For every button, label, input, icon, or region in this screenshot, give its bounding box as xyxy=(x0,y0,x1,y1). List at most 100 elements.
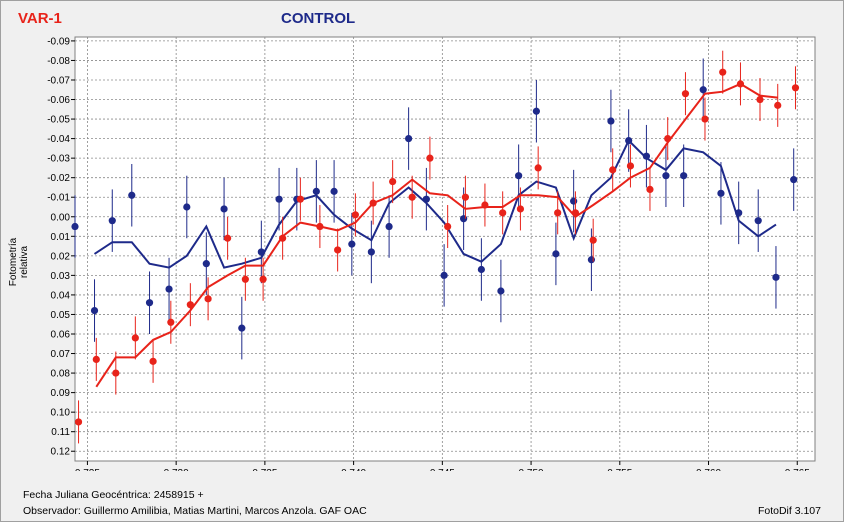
var-data-point xyxy=(131,334,139,342)
var-data-point xyxy=(259,275,267,283)
var-data-point xyxy=(626,162,635,170)
var-data-point xyxy=(609,166,617,174)
var-series xyxy=(74,50,800,444)
control-data-point xyxy=(625,136,633,145)
var-data-point xyxy=(92,355,100,363)
control-data-point xyxy=(642,152,651,160)
control-data-point xyxy=(570,197,578,205)
control-data-point xyxy=(71,222,79,231)
x-tick-label: 0.740 xyxy=(341,468,366,471)
var-data-point xyxy=(499,209,507,217)
y-tick-label: 0.11 xyxy=(51,427,70,438)
x-tick-label: 0.760 xyxy=(696,468,721,471)
grid-lines xyxy=(71,37,815,465)
var-data-point xyxy=(646,185,654,194)
software-version-label: FotoDif 3.107 xyxy=(757,505,821,517)
var-trend-line xyxy=(95,82,778,388)
x-tick-labels: 0.725 0.730 0.735 0.740 0.745 0.750 0.755 0.760… xyxy=(75,468,810,471)
control-data-point xyxy=(312,187,320,195)
var-data-point xyxy=(516,205,525,213)
y-tick-label: -0.06 xyxy=(47,95,70,106)
control-data-point xyxy=(367,248,375,256)
var-data-point xyxy=(389,177,397,186)
y-tick-label: 0.10 xyxy=(51,408,71,419)
var-data-point xyxy=(279,234,287,242)
control-data-point xyxy=(257,248,265,256)
control-data-point xyxy=(607,117,615,125)
control-data-point xyxy=(202,260,210,268)
x-tick-label: 0.765 xyxy=(785,468,810,471)
var-data-point xyxy=(571,209,580,217)
control-data-point xyxy=(477,265,485,274)
control-data-point xyxy=(497,287,505,295)
var-data-point xyxy=(664,135,672,143)
y-tick-label: 0.09 xyxy=(51,388,71,399)
var-data-point xyxy=(791,84,800,92)
var-data-point xyxy=(461,193,470,201)
var-data-point xyxy=(554,209,562,217)
control-data-point xyxy=(405,135,413,143)
var-data-point xyxy=(74,418,83,426)
control-data-point xyxy=(348,240,356,248)
control-data-point xyxy=(238,324,246,332)
control-data-point xyxy=(440,271,448,279)
control-data-point xyxy=(165,285,173,293)
y-tick-label: 0.03 xyxy=(51,271,71,282)
var-data-point xyxy=(426,154,434,162)
var-data-point xyxy=(589,236,597,244)
var-data-point xyxy=(736,80,745,88)
y-tick-label: -0.09 xyxy=(47,36,70,47)
y-tick-label: 0.07 xyxy=(51,349,71,360)
var-data-point xyxy=(774,101,782,109)
x-tick-label: 0.745 xyxy=(430,468,455,471)
control-data-point xyxy=(735,209,743,217)
control-data-point xyxy=(587,256,596,264)
var-data-point xyxy=(167,318,175,326)
control-data-point xyxy=(790,176,798,184)
control-data-point xyxy=(128,191,136,199)
var-series-title: VAR-1 xyxy=(18,10,62,27)
var-data-point xyxy=(241,275,249,283)
x-tick-label: 0.725 xyxy=(75,468,100,471)
control-data-point xyxy=(385,222,393,231)
control-data-point xyxy=(183,203,191,211)
control-series-title: CONTROL xyxy=(281,10,356,27)
control-trend-line xyxy=(93,138,777,269)
control-data-point xyxy=(422,195,430,203)
var-data-point xyxy=(204,295,212,303)
control-data-point xyxy=(460,215,468,223)
var-data-point xyxy=(224,234,232,242)
var-data-point xyxy=(112,369,120,377)
var-data-point xyxy=(351,211,359,219)
y-tick-label: 0.05 xyxy=(51,310,71,321)
x-tick-label: 0.750 xyxy=(519,468,544,471)
x-tick-label: 0.735 xyxy=(252,468,277,471)
y-tick-label: -0.02 xyxy=(47,173,70,184)
y-tick-label: 0.06 xyxy=(51,329,71,340)
control-data-point xyxy=(717,189,725,197)
y-tick-label: 0.01 xyxy=(51,232,71,243)
y-tick-label: -0.08 xyxy=(47,56,70,67)
y-tick-label: 0.00 xyxy=(51,212,71,223)
control-series xyxy=(71,58,798,360)
y-tick-label: -0.01 xyxy=(47,193,70,204)
series-layer xyxy=(71,50,800,444)
var-data-point xyxy=(719,68,727,76)
control-data-point xyxy=(220,205,228,213)
var-data-point xyxy=(481,201,489,209)
plot-area xyxy=(74,36,816,462)
photometry-chart: -0.09 -0.08 -0.07 -0.06 -0.05 -0.04 -0.03 -0.02… xyxy=(47,36,816,471)
control-data-point xyxy=(275,195,283,203)
var-data-point xyxy=(334,246,342,254)
y-tick-label: -0.07 xyxy=(47,75,70,86)
control-data-point xyxy=(532,107,540,115)
y-tick-label: -0.04 xyxy=(47,134,70,145)
julian-date-label: Fecha Juliana Geocéntrica: 2458915 + xyxy=(23,489,204,501)
var-data-point xyxy=(701,115,709,123)
var-data-point xyxy=(369,199,377,207)
y-tick-label: 0.04 xyxy=(51,290,71,301)
control-data-point xyxy=(680,172,688,180)
y-tick-label: -0.03 xyxy=(47,154,70,165)
var-data-point xyxy=(316,222,324,231)
